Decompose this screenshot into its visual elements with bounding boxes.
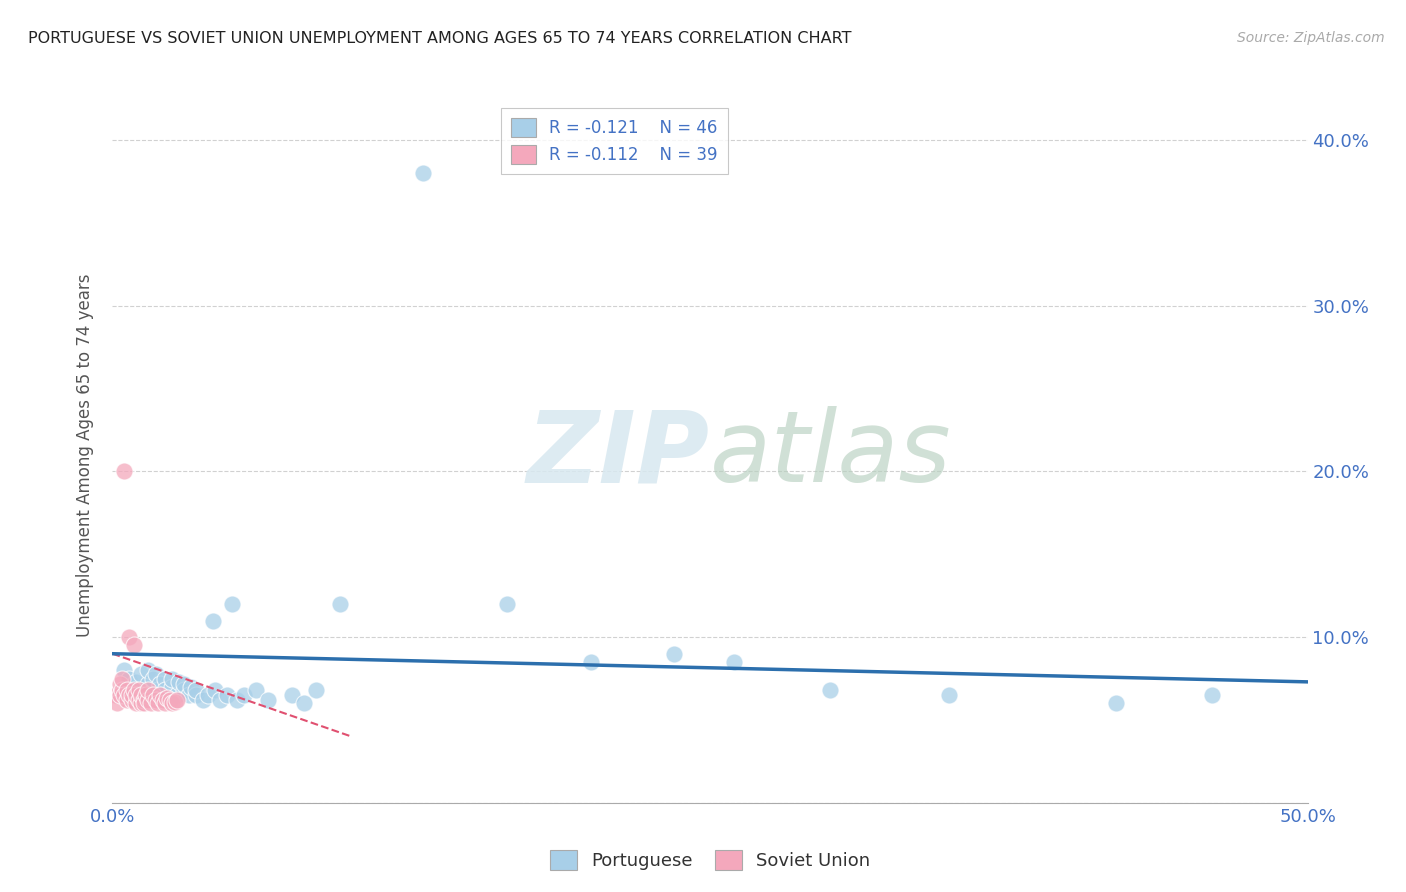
Point	[328, 597, 352, 611]
Point	[159, 693, 181, 707]
Point	[145, 666, 167, 681]
Point	[108, 688, 131, 702]
Y-axis label: Unemployment Among Ages 65 to 74 years: Unemployment Among Ages 65 to 74 years	[76, 273, 94, 637]
Point	[152, 693, 174, 707]
Point	[664, 647, 686, 661]
Point	[125, 697, 148, 711]
Point	[142, 688, 165, 702]
Point	[1105, 697, 1128, 711]
Point	[153, 683, 176, 698]
Point	[122, 639, 145, 653]
Legend: Portuguese, Soviet Union: Portuguese, Soviet Union	[543, 843, 877, 877]
Point	[146, 697, 169, 711]
Point	[177, 688, 200, 702]
Point	[173, 676, 195, 690]
Point	[115, 683, 138, 698]
Point	[128, 693, 150, 707]
Point	[180, 680, 202, 694]
Point	[114, 465, 135, 479]
Point	[118, 630, 141, 644]
Point	[149, 688, 172, 702]
Point	[281, 688, 304, 702]
Point	[138, 676, 160, 690]
Text: atlas: atlas	[710, 407, 952, 503]
Point	[162, 697, 183, 711]
Point	[1201, 688, 1223, 702]
Point	[108, 676, 131, 690]
Point	[162, 672, 183, 686]
Point	[121, 693, 143, 707]
Point	[138, 693, 160, 707]
Point	[173, 683, 195, 698]
Point	[138, 683, 160, 698]
Point	[186, 688, 208, 702]
Point	[132, 693, 155, 707]
Point	[111, 672, 134, 686]
Point	[166, 693, 188, 707]
Point	[122, 683, 145, 698]
Point	[163, 695, 186, 709]
Point	[204, 683, 226, 698]
Point	[257, 693, 280, 707]
Point	[579, 655, 602, 669]
Point	[132, 697, 155, 711]
Point	[723, 655, 745, 669]
Point	[135, 688, 157, 702]
Point	[129, 688, 152, 702]
Point	[496, 597, 519, 611]
Point	[292, 697, 315, 711]
Point	[114, 663, 135, 677]
Point	[156, 691, 179, 706]
Point	[169, 674, 191, 689]
Point	[125, 674, 148, 689]
Point	[105, 697, 128, 711]
Point	[129, 666, 152, 681]
Point	[149, 676, 172, 690]
Point	[221, 597, 243, 611]
Point	[197, 688, 219, 702]
Point	[304, 683, 326, 698]
Point	[208, 693, 231, 707]
Point	[104, 688, 127, 702]
Point	[938, 688, 960, 702]
Point	[225, 693, 247, 707]
Point	[153, 697, 176, 711]
Point	[129, 697, 152, 711]
Point	[111, 683, 134, 698]
Point	[153, 672, 176, 686]
Point	[232, 688, 256, 702]
Point	[145, 693, 167, 707]
Point	[115, 693, 138, 707]
Point	[118, 672, 141, 686]
Text: ZIP: ZIP	[527, 407, 710, 503]
Point	[201, 614, 224, 628]
Point	[128, 683, 150, 698]
Point	[412, 166, 434, 180]
Point	[146, 683, 169, 698]
Point	[121, 688, 143, 702]
Point	[125, 688, 148, 702]
Point	[245, 683, 267, 698]
Point	[138, 663, 160, 677]
Point	[217, 688, 239, 702]
Point	[193, 693, 215, 707]
Point	[114, 688, 135, 702]
Point	[818, 683, 841, 698]
Point	[139, 697, 162, 711]
Text: Source: ZipAtlas.com: Source: ZipAtlas.com	[1237, 31, 1385, 45]
Point	[162, 680, 183, 694]
Point	[166, 688, 188, 702]
Point	[186, 683, 208, 698]
Point	[142, 672, 165, 686]
Text: PORTUGUESE VS SOVIET UNION UNEMPLOYMENT AMONG AGES 65 TO 74 YEARS CORRELATION CH: PORTUGUESE VS SOVIET UNION UNEMPLOYMENT …	[28, 31, 852, 46]
Point	[118, 688, 141, 702]
